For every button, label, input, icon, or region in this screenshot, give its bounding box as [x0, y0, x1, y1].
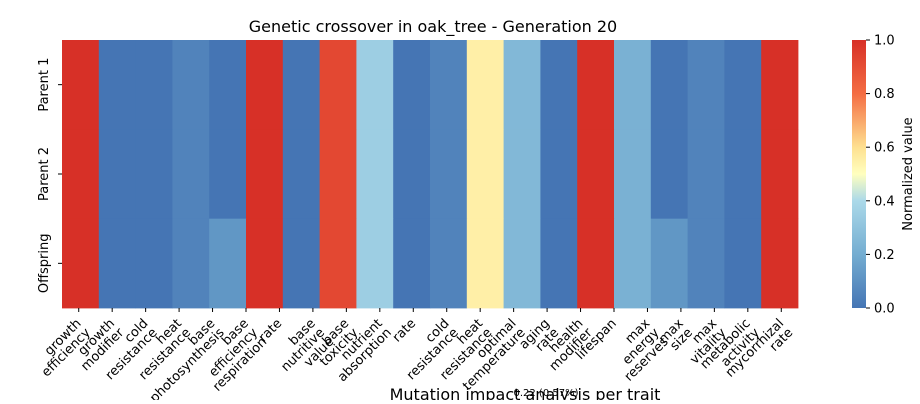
- heatmap-cell: [172, 40, 210, 130]
- heatmap-cell: [761, 129, 799, 220]
- heatmap-cell: [687, 218, 725, 309]
- heatmap-cells: [62, 40, 799, 309]
- colorbar: 0.0 0.2 0.4 0.6 0.8 1.0 Normalized value: [852, 34, 916, 317]
- heatmap-cell: [135, 218, 173, 309]
- y-tick-label: Parent 2: [37, 147, 52, 201]
- heatmap-cell: [503, 40, 541, 130]
- heatmap-cell: [356, 129, 394, 220]
- colorbar-label: Normalized value: [901, 117, 916, 230]
- heatmap-cell: [540, 40, 578, 130]
- heatmap-cell: [98, 40, 136, 130]
- heatmap-cell: [98, 218, 136, 309]
- heatmap-cell: [62, 218, 100, 309]
- heatmap-cell: [650, 129, 688, 220]
- heatmap-cell: [172, 129, 210, 220]
- colorbar-tick-label: 0.0: [874, 302, 895, 317]
- colorbar-tick-label: 0.8: [874, 87, 895, 102]
- heatmap-cell: [209, 218, 247, 309]
- heatmap-cell: [246, 218, 284, 309]
- heatmap-cell: [687, 129, 725, 220]
- heatmap-cell: [650, 40, 688, 130]
- y-axis-ticks: Parent 1 Parent 2 Offspring: [37, 58, 62, 293]
- heatmap-cell: [430, 40, 468, 130]
- heatmap-cell: [577, 129, 615, 220]
- colorbar-tick-label: 0.2: [874, 248, 895, 263]
- heatmap-cell: [246, 40, 284, 130]
- y-tick-label: Parent 1: [37, 58, 52, 112]
- heatmap-cell: [614, 40, 652, 130]
- heatmap-cell: [724, 129, 762, 220]
- heatmap-cell: [503, 129, 541, 220]
- colorbar-ticks: 0.0 0.2 0.4 0.6 0.8 1.0: [866, 34, 895, 317]
- heatmap-cell: [650, 218, 688, 309]
- heatmap-cell: [246, 129, 284, 220]
- heatmap-cell: [577, 218, 615, 309]
- heatmap-cell: [724, 218, 762, 309]
- heatmap-cell: [393, 218, 431, 309]
- heatmap-cell: [356, 40, 394, 130]
- heatmap-cell: [62, 40, 100, 130]
- y-tick-label: Offspring: [37, 233, 52, 293]
- heatmap-cell: [282, 40, 320, 130]
- heatmap-cell: [62, 129, 100, 220]
- heatmap-cell: [614, 129, 652, 220]
- heatmap-cell: [761, 40, 799, 130]
- heatmap-cell: [209, 40, 247, 130]
- heatmap-cell: [319, 218, 357, 309]
- heatmap-cell: [466, 129, 504, 220]
- heatmap-cell: [540, 129, 578, 220]
- heatmap-cell: [135, 129, 173, 220]
- heatmap-cell: [98, 129, 136, 220]
- colorbar-tick-label: 0.6: [874, 141, 895, 156]
- heatmap-cell: [209, 129, 247, 220]
- colorbar-gradient: [852, 40, 866, 308]
- heatmap-cell: [282, 218, 320, 309]
- x-axis-label: Mutation impact analysis per trait: [390, 385, 661, 400]
- heatmap-cell: [577, 40, 615, 130]
- heatmap-cell: [282, 129, 320, 220]
- colorbar-tick-label: 0.4: [874, 194, 895, 209]
- colorbar-tick-label: 1.0: [874, 34, 895, 49]
- heatmap-cell: [393, 129, 431, 220]
- heatmap-cell: [430, 218, 468, 309]
- x-tick-label: rate: [390, 316, 419, 345]
- chart-title: Genetic crossover in oak_tree - Generati…: [249, 17, 617, 37]
- heatmap-cell: [319, 129, 357, 220]
- heatmap-cell: [614, 218, 652, 309]
- heatmap-cell: [466, 40, 504, 130]
- heatmap-cell: [430, 129, 468, 220]
- heatmap-cell: [540, 218, 578, 309]
- heatmap-cell: [135, 40, 173, 130]
- heatmap-cell: [687, 40, 725, 130]
- heatmap-cell: [761, 218, 799, 309]
- heatmap-cell: [172, 218, 210, 309]
- footer-note: 0.22 (0.57%): [513, 388, 578, 399]
- heatmap-cell: [356, 218, 394, 309]
- heatmap-cell: [503, 218, 541, 309]
- heatmap-cell: [319, 40, 357, 130]
- heatmap-cell: [724, 40, 762, 130]
- x-tick-label: maxsize: [656, 316, 696, 356]
- heatmap-cell: [393, 40, 431, 130]
- heatmap-cell: [466, 218, 504, 309]
